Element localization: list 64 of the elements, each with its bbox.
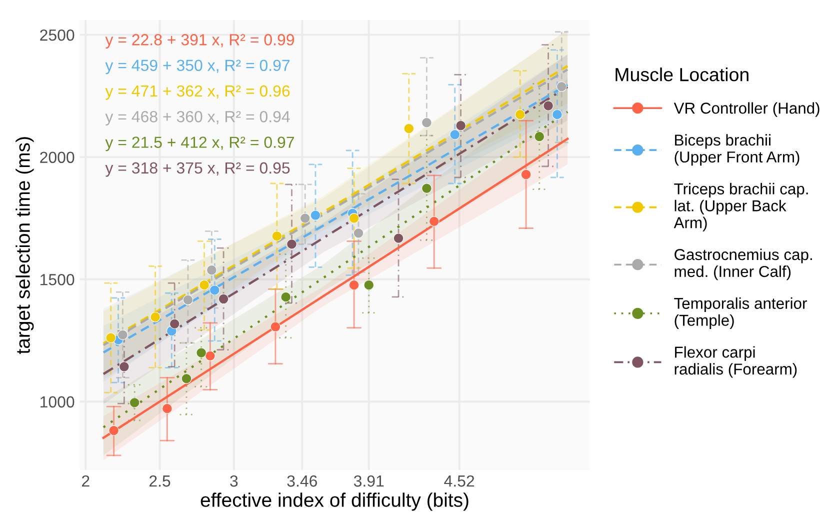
y-tick-label: 1000 [40, 396, 74, 408]
annotation: y = 468 + 360 x, R² = 0.94 [105, 111, 290, 126]
point [162, 403, 172, 414]
y-tick-label: 2500 [40, 29, 74, 41]
point [556, 81, 567, 92]
point [353, 228, 364, 238]
legend-label: Triceps brachii cap. lat. (Upper Back Arm) [674, 182, 808, 232]
point [196, 348, 206, 358]
legend-label: Gastrocnemius cap. med. (Inner Calf) [674, 248, 812, 280]
point [106, 332, 116, 343]
point [129, 397, 140, 408]
point [150, 312, 161, 322]
x-tick-label: 3 [230, 475, 238, 487]
y-tick-label: 1500 [40, 274, 74, 286]
point [182, 294, 194, 306]
point [118, 330, 128, 340]
x-tick-label: 3.91 [354, 475, 384, 487]
point [422, 117, 432, 128]
point [108, 425, 119, 436]
x-axis-title: effective index of difficulty (bits) [200, 492, 468, 511]
point [206, 264, 217, 276]
annotation: y = 22.8 + 391 x, R² = 0.99 [105, 34, 294, 49]
point [199, 280, 210, 290]
point [456, 120, 466, 131]
y-tick-label: 2000 [40, 152, 74, 164]
point [286, 238, 297, 250]
point [364, 280, 374, 290]
legend-label: VR Controller (Hand) [674, 102, 820, 117]
legend-label: Flexor carpi radialis (Forearm) [674, 346, 797, 378]
point [218, 294, 229, 304]
point [270, 322, 281, 332]
point [514, 109, 526, 120]
legend-label: Temporalis anterior (Temple) [674, 297, 807, 329]
y-axis-title: target selection time (ms) [16, 137, 34, 354]
x-tick-label: 2.5 [149, 475, 170, 487]
point [205, 350, 216, 362]
point [534, 131, 545, 142]
x-tick-label: 4.52 [444, 475, 474, 487]
point [543, 100, 554, 111]
annotation: y = 459 + 350 x, R² = 0.97 [105, 60, 290, 74]
point [450, 129, 460, 140]
point [428, 216, 440, 227]
point [300, 213, 310, 224]
annotation: y = 21.5 + 412 x, R² = 0.97 [105, 136, 294, 152]
point [422, 183, 432, 194]
point [393, 233, 404, 244]
point [272, 230, 282, 242]
point [552, 109, 562, 120]
point [310, 210, 321, 220]
annotation: y = 471 + 362 x, R² = 0.96 [105, 85, 290, 100]
point [348, 280, 360, 290]
point [209, 284, 220, 296]
point [348, 213, 360, 224]
point [119, 361, 130, 372]
x-tick-label: 3.46 [287, 475, 317, 487]
point [520, 169, 532, 180]
annotation: y = 318 + 375 x, R² = 0.95 [105, 162, 290, 177]
point [181, 373, 192, 384]
point [280, 292, 292, 302]
legend-title: Muscle Location [616, 67, 748, 82]
point [169, 318, 180, 330]
legend-label: Biceps brachii (Upper Front Arm) [674, 134, 800, 166]
x-tick-label: 2 [82, 475, 90, 487]
point [404, 123, 414, 134]
